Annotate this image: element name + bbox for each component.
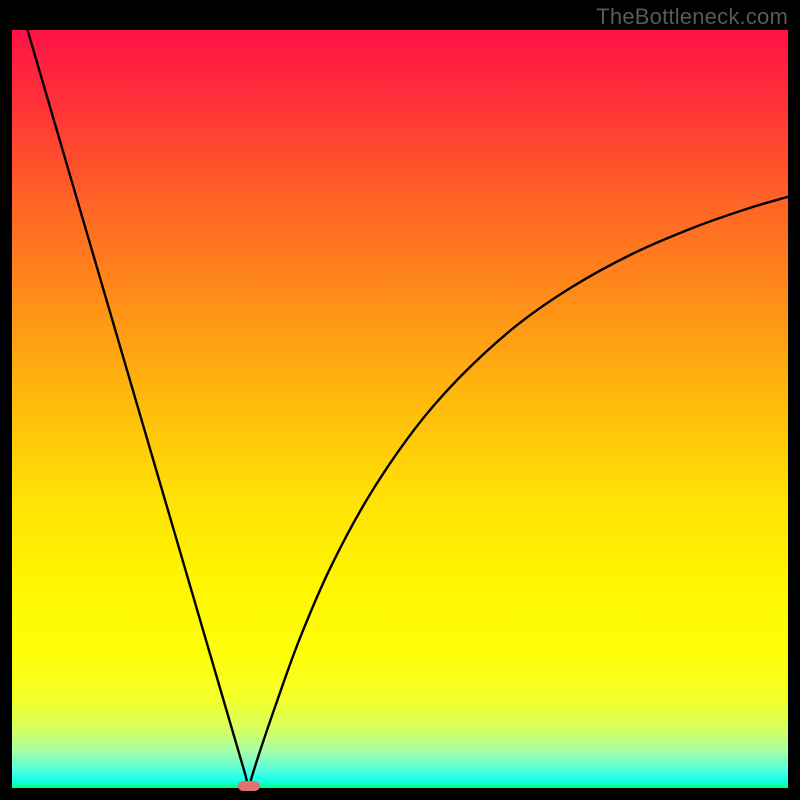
vertex-marker [238, 781, 260, 791]
plot-area [12, 30, 788, 788]
watermark-text: TheBottleneck.com [596, 4, 788, 30]
chart-container: TheBottleneck.com [0, 0, 800, 800]
curve-svg [12, 30, 788, 788]
bottleneck-curve [28, 30, 788, 786]
